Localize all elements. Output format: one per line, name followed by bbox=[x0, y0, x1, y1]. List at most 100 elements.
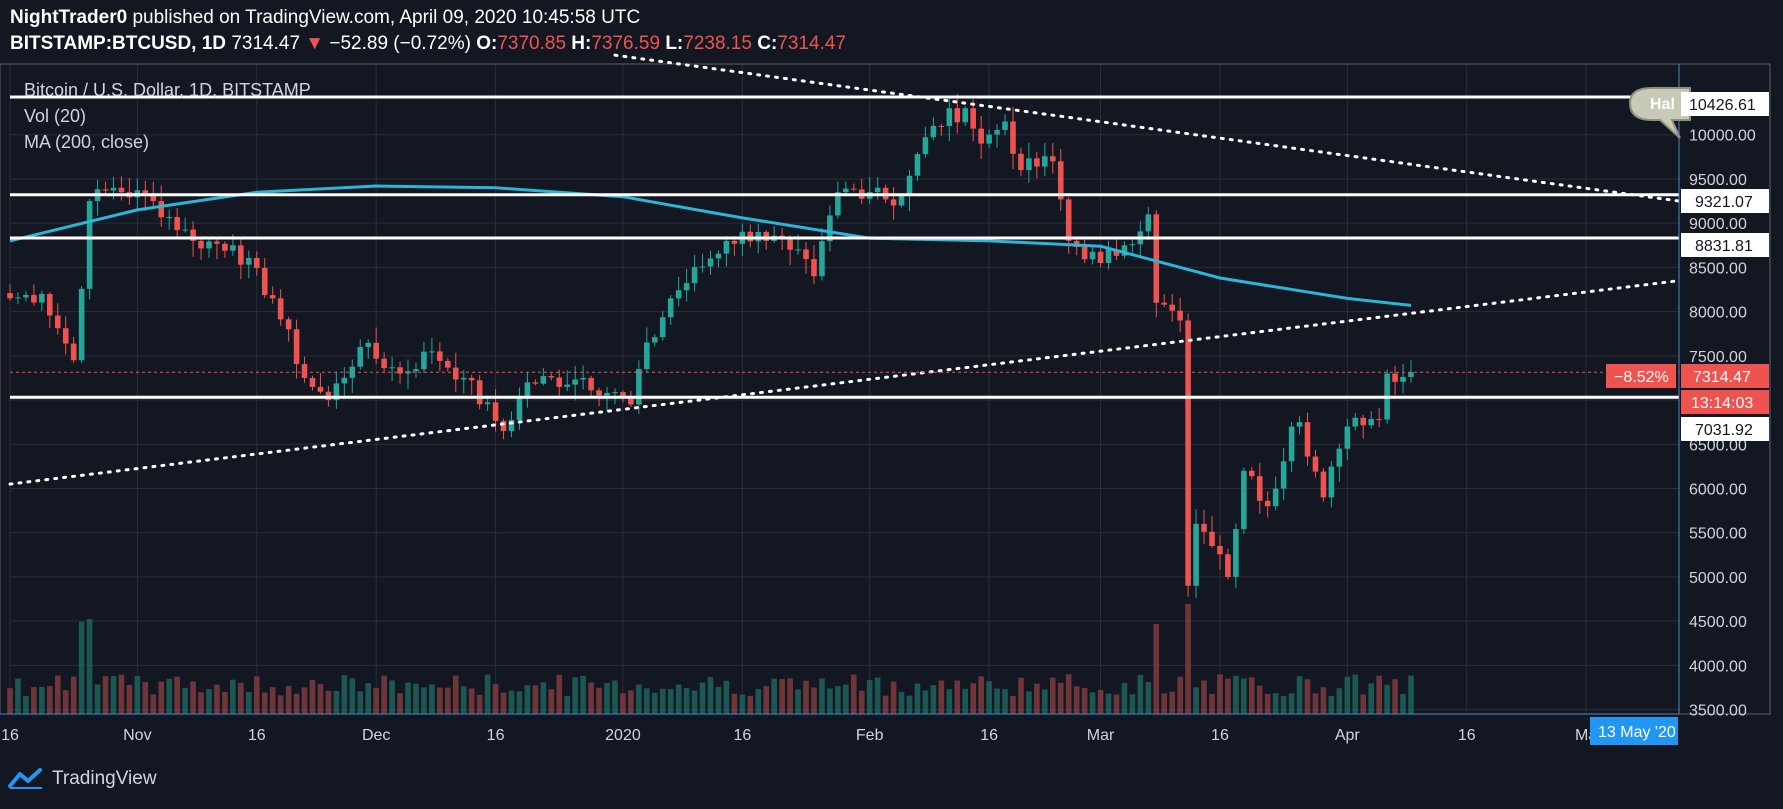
candle-body bbox=[365, 342, 371, 347]
volume-bar bbox=[707, 676, 714, 714]
volume-bar bbox=[174, 676, 180, 714]
candle-body bbox=[1081, 246, 1088, 260]
high-value: 7376.59 bbox=[591, 33, 661, 54]
legend-ma[interactable]: MA (200, close) bbox=[24, 132, 149, 152]
candle-body bbox=[699, 266, 706, 268]
volume-bar bbox=[556, 674, 563, 714]
candle-body bbox=[1050, 156, 1056, 162]
x-tick-label: Apr bbox=[1335, 727, 1361, 744]
support-resistance-lines[interactable] bbox=[10, 95, 1679, 399]
trendlines[interactable] bbox=[8, 53, 1681, 486]
last-price: 7314.47 bbox=[231, 33, 301, 54]
candle-body bbox=[1360, 417, 1367, 426]
candle-body bbox=[890, 199, 897, 206]
volume-bar bbox=[405, 682, 411, 714]
candle-body bbox=[102, 189, 109, 191]
candle-body bbox=[1026, 158, 1032, 171]
volume-bar bbox=[222, 691, 228, 714]
candle-body bbox=[62, 328, 69, 344]
brand-name: TradingView bbox=[52, 768, 157, 789]
volume-bar bbox=[946, 689, 953, 714]
volume-bar bbox=[1057, 682, 1064, 714]
candle-body bbox=[1217, 545, 1223, 555]
candle-body bbox=[222, 243, 228, 251]
volume-bar bbox=[540, 682, 547, 714]
candle-body bbox=[309, 377, 316, 387]
candle-body bbox=[397, 367, 403, 374]
y-tick-label: 5000.00 bbox=[1689, 570, 1747, 587]
candle-body bbox=[683, 283, 690, 291]
candle-body bbox=[564, 384, 571, 387]
candle-body bbox=[1249, 470, 1255, 477]
volume-bar bbox=[874, 677, 881, 714]
candle-body bbox=[667, 298, 674, 318]
candle-body bbox=[500, 420, 507, 432]
volume-bar bbox=[588, 682, 594, 714]
volume-bar bbox=[1185, 603, 1191, 714]
volume-bar bbox=[850, 674, 857, 714]
volume-bar bbox=[277, 695, 284, 714]
candle-body bbox=[277, 298, 284, 320]
volume-bar bbox=[7, 688, 13, 714]
candle-body bbox=[922, 137, 929, 155]
volume-bar bbox=[31, 687, 37, 714]
volume-bar bbox=[484, 674, 491, 714]
price-axis[interactable]: 3500.00 4000.00 4500.00 5000.00 5500.00 6000.… bbox=[1689, 128, 1756, 720]
volume-bar bbox=[1002, 689, 1008, 714]
volume-bar bbox=[94, 684, 101, 714]
candle-body bbox=[827, 215, 833, 242]
candle-body bbox=[182, 229, 188, 231]
volume-bar bbox=[628, 690, 634, 714]
volume-bar bbox=[747, 695, 754, 714]
price-tag-10426: 10426.61 bbox=[1681, 92, 1769, 116]
grid bbox=[9, 64, 1679, 714]
volume-bar bbox=[1050, 677, 1056, 714]
volume-bar bbox=[150, 694, 157, 714]
volume-bar bbox=[962, 688, 969, 714]
volume-bar bbox=[1201, 680, 1207, 714]
candle-body bbox=[612, 392, 618, 394]
volume-bar bbox=[1249, 677, 1255, 714]
volume-bar bbox=[811, 687, 817, 714]
volume-bar bbox=[866, 680, 873, 714]
date-badge[interactable]: 13 May '20 bbox=[1590, 717, 1678, 745]
candle-body bbox=[1201, 523, 1207, 532]
author-name[interactable]: NightTrader0 bbox=[10, 7, 128, 28]
candle-body bbox=[548, 376, 555, 378]
candle-body bbox=[1344, 426, 1351, 449]
y-tick-label: 4000.00 bbox=[1689, 658, 1747, 675]
candle-body bbox=[962, 108, 969, 123]
candle-body bbox=[198, 240, 204, 249]
candle-body bbox=[39, 293, 45, 303]
volume-bar bbox=[78, 621, 85, 714]
candle-body bbox=[803, 249, 809, 260]
candle-body bbox=[301, 364, 308, 378]
tradingview-brand[interactable]: TradingView bbox=[8, 768, 157, 790]
volume-bar bbox=[413, 683, 419, 714]
volume-bar bbox=[1153, 624, 1160, 714]
candle-body bbox=[1018, 153, 1024, 171]
candle-body bbox=[675, 290, 682, 299]
y-tick-label: 5500.00 bbox=[1689, 526, 1747, 543]
volume-bar bbox=[524, 685, 531, 714]
close-value: 7314.47 bbox=[777, 33, 846, 54]
volume-bar bbox=[723, 680, 730, 714]
candle-body bbox=[341, 377, 348, 384]
time-axis[interactable]: 16 Nov 16 Dec 16 2020 16 Feb 16 Mar 16 Apr 16 Ma bbox=[1, 727, 1597, 744]
volume-bar bbox=[198, 692, 204, 714]
candle-body bbox=[978, 128, 984, 144]
volume-bar bbox=[691, 690, 698, 714]
volume-bar bbox=[994, 688, 1000, 714]
legend-volume[interactable]: Vol (20) bbox=[24, 106, 86, 126]
volume-bar bbox=[1320, 687, 1327, 714]
y-tick-label: 8000.00 bbox=[1689, 305, 1747, 322]
volume-bar bbox=[715, 686, 722, 714]
ohlc-line: BITSTAMP:BTCUSD, 1D 7314.47 ▼ −52.89 (−0… bbox=[10, 32, 846, 56]
volume-bar bbox=[365, 683, 371, 714]
y-tick-label: 4500.00 bbox=[1689, 614, 1747, 631]
open-value: 7370.85 bbox=[497, 33, 567, 54]
volume-bar bbox=[1233, 675, 1239, 714]
candle-body bbox=[946, 108, 953, 127]
candle-body bbox=[898, 195, 905, 206]
